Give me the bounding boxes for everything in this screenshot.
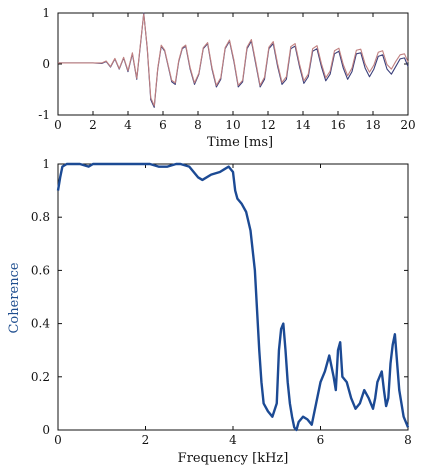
x-tick-label: 10 — [225, 118, 240, 132]
coherence-plot: 0 2 4 6 8 0 0.2 0.4 0.6 0.8 1 Frequency [kHz] Cohe… — [7, 157, 412, 466]
series-line-1 — [56, 162, 410, 432]
y-tick-label: 0.8 — [31, 210, 50, 224]
x-tick-label: 0 — [54, 433, 62, 447]
y-tick-label: 1 — [42, 6, 50, 20]
x-tick-label: 14 — [295, 118, 311, 132]
y-tick-label: 0 — [42, 423, 50, 437]
series-line-1 — [58, 12, 409, 108]
x-tick-label: 4 — [229, 433, 237, 447]
series-line-2 — [58, 13, 409, 107]
x-tick-label: 0 — [54, 118, 62, 132]
x-tick-label: 4 — [124, 118, 132, 132]
x-tick-label: 8 — [404, 433, 412, 447]
y-tick-label: 1 — [42, 157, 50, 171]
x-tick-label: 16 — [330, 118, 345, 132]
y-tick-label: -1 — [38, 108, 50, 122]
y-tick-label: 0.4 — [31, 317, 50, 331]
coherence-plot-frame — [57, 163, 409, 431]
y-tick-label: 0.6 — [31, 263, 50, 277]
x-tick-label: 18 — [365, 118, 380, 132]
x-tick-label: 12 — [260, 118, 275, 132]
x-tick-label: 20 — [400, 118, 415, 132]
coherence-axis-title: Coherence — [7, 262, 22, 333]
x-tick-label: 6 — [317, 433, 325, 447]
time-axis-title: Time [ms] — [207, 135, 273, 150]
coherence-plot-ticks: 0 2 4 6 8 0 0.2 0.4 0.6 0.8 1 — [31, 157, 412, 447]
frequency-axis-title: Frequency [kHz] — [178, 451, 289, 466]
x-tick-label: 8 — [194, 118, 202, 132]
time-plot-series — [58, 12, 409, 108]
x-tick-label: 6 — [159, 118, 167, 132]
time-plot: 0 2 4 6 8 10 12 14 16 18 20 -1 0 1 Time [ms] — [38, 6, 415, 150]
x-tick-label: 2 — [89, 118, 97, 132]
time-plot-frame — [57, 12, 409, 116]
y-tick-label: 0.2 — [31, 370, 50, 384]
x-tick-label: 2 — [142, 433, 150, 447]
coherence-plot-series — [56, 162, 410, 432]
time-plot-ticks: 0 2 4 6 8 10 12 14 16 18 20 -1 0 1 — [38, 6, 415, 132]
y-tick-label: 0 — [42, 57, 50, 71]
